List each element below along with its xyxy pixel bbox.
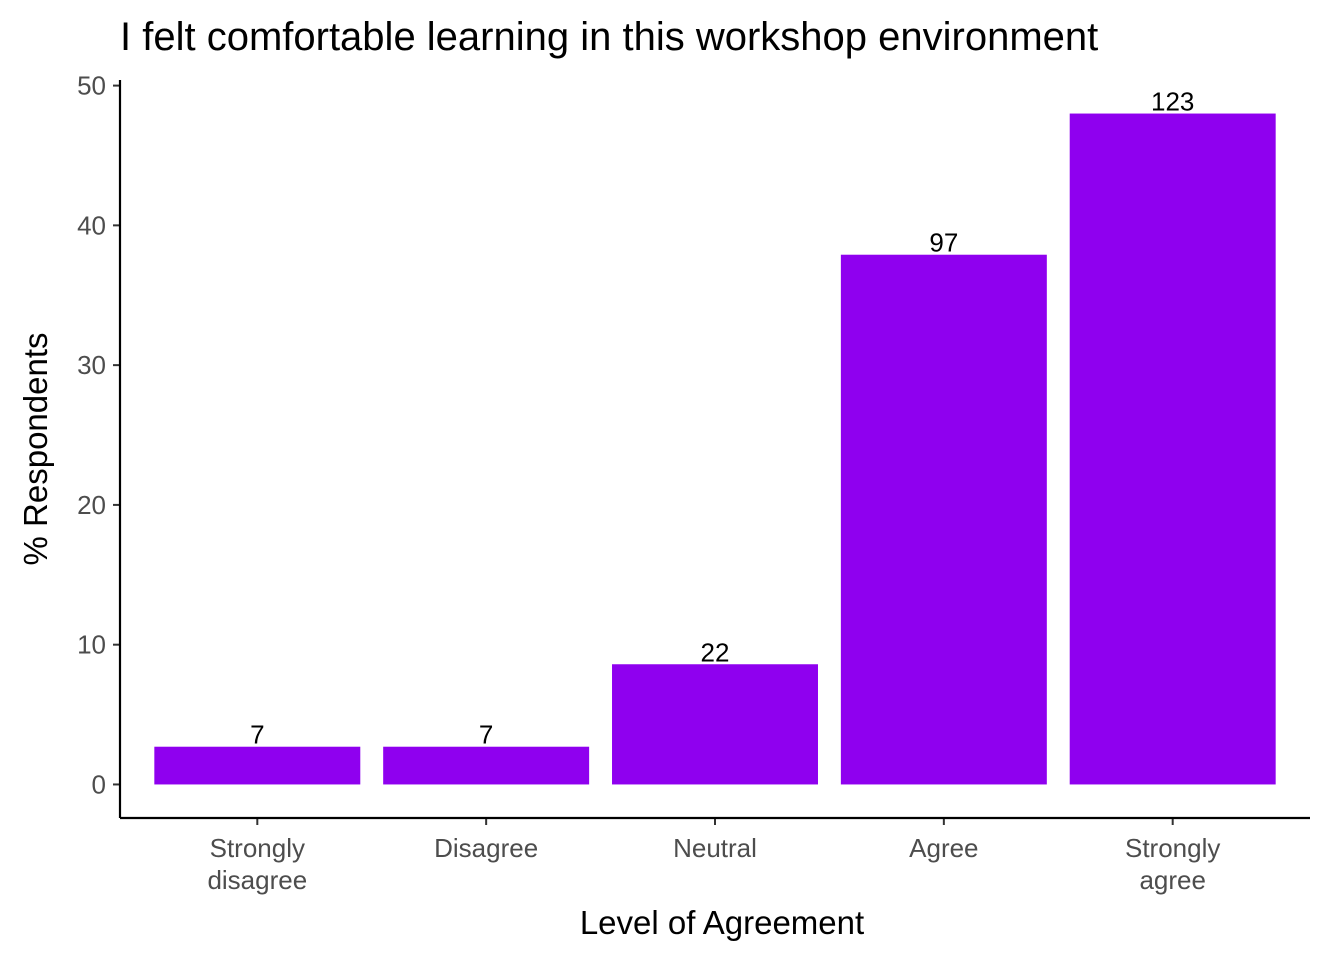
bar-data-label: 7 (250, 720, 264, 750)
y-tick-label: 20 (77, 490, 106, 520)
x-tick-label: Disagree (434, 833, 538, 863)
bar (612, 664, 818, 785)
bar-data-label: 22 (701, 637, 730, 667)
bar (1069, 113, 1276, 785)
x-tick-label: Strongly disagree (207, 833, 307, 895)
bar (840, 254, 1047, 785)
y-tick-label: 50 (77, 71, 106, 101)
y-tick-label: 40 (77, 210, 106, 240)
y-axis-title: % Respondents (17, 333, 54, 566)
bar-data-label: 97 (929, 228, 958, 258)
bar (383, 746, 590, 785)
x-tick-label: Agree (909, 833, 978, 863)
x-tick-label: Strongly agree (1125, 833, 1220, 895)
y-tick-label: 10 (77, 630, 106, 660)
x-axis-title: Level of Agreement (580, 904, 864, 941)
y-tick-label: 0 (92, 769, 106, 799)
x-tick-label: Neutral (673, 833, 757, 863)
chart-title: I felt comfortable learning in this work… (120, 15, 1098, 59)
bar-data-label: 7 (479, 720, 493, 750)
bar (154, 746, 361, 785)
y-tick-label: 30 (77, 350, 106, 380)
plot-area: 0 10 20 30 40 50 7 Strongly disagree 7 Disagree 22 N… (77, 71, 1276, 895)
bar-data-label: 123 (1151, 87, 1194, 117)
